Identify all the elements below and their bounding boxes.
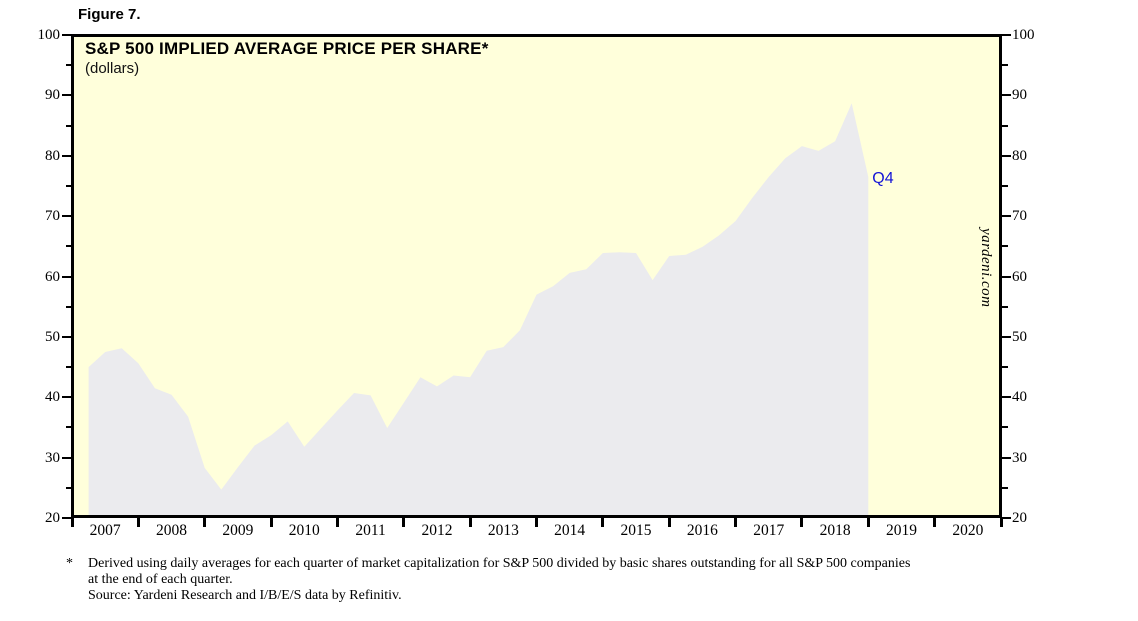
x-axis-tick [203, 518, 207, 527]
y-axis-major-tick [1002, 275, 1011, 278]
x-axis-tick [667, 518, 671, 527]
y-axis-label-right: 100 [1012, 27, 1035, 43]
y-axis-label-left: 40 [45, 389, 60, 406]
y-axis-minor-tick [66, 305, 72, 308]
x-axis-year-label: 2018 [819, 522, 851, 539]
y-axis-minor-tick [1002, 426, 1008, 429]
chart-title: S&P 500 IMPLIED AVERAGE PRICE PER SHARE* [85, 39, 489, 58]
y-axis-label-right: 50 [1012, 328, 1027, 345]
x-axis-year-label: 2013 [487, 522, 519, 539]
y-axis-major-tick [1002, 335, 1011, 338]
x-axis-year-label: 2016 [686, 522, 718, 539]
y-axis-major-tick [1002, 154, 1011, 157]
y-axis-major-tick [62, 275, 71, 278]
y-axis-major-tick [62, 456, 71, 459]
x-axis-year-label: 2014 [554, 522, 586, 539]
x-axis-year-label: 2012 [421, 522, 453, 539]
y-axis-minor-tick [1002, 64, 1008, 67]
x-axis-year-label: 2009 [222, 522, 254, 539]
y-axis-major-tick [1002, 215, 1011, 218]
x-axis-year-label: 2008 [156, 522, 188, 539]
y-axis-major-tick [1002, 517, 1011, 519]
y-axis-label-right: 90 [1012, 87, 1027, 104]
x-axis-tick [800, 518, 804, 527]
y-axis-label-left: 90 [45, 87, 60, 104]
y-axis-minor-tick [66, 486, 72, 489]
y-axis-minor-tick [1002, 124, 1008, 127]
x-axis-tick [866, 518, 870, 527]
figure-label: Figure 7. [78, 6, 141, 23]
y-axis-major-tick [62, 517, 71, 519]
y-axis-label-left: 100 [37, 27, 61, 43]
y-axis-label-left: 80 [45, 147, 60, 164]
y-axis-minor-tick [1002, 486, 1008, 489]
x-axis-tick [535, 518, 538, 527]
x-axis-tick [999, 518, 1003, 527]
plot-area-frame [71, 34, 1002, 518]
last-point-label: Q4 [872, 169, 894, 187]
y-axis-label-right: 70 [1012, 208, 1027, 225]
y-axis-minor-tick [1002, 366, 1008, 369]
y-axis-label-right: 30 [1012, 449, 1027, 466]
footnote-body: Derived using daily averages for each qu… [88, 556, 916, 604]
y-axis-label-left: 70 [45, 208, 60, 225]
y-axis-minor-tick [66, 64, 72, 67]
y-axis-minor-tick [66, 426, 72, 429]
x-axis-year-label: 2015 [620, 522, 652, 539]
x-axis-tick [402, 518, 406, 527]
y-axis-minor-tick [66, 184, 72, 187]
x-axis-tick [601, 518, 605, 527]
y-axis-label-right: 80 [1012, 147, 1027, 164]
y-axis-label-right: 40 [1012, 389, 1027, 406]
y-axis-minor-tick [1002, 245, 1008, 248]
y-axis-label-right: 20 [1012, 510, 1027, 526]
price-chart [88, 103, 869, 518]
y-axis-major-tick [1002, 94, 1011, 97]
shaded-area [88, 103, 869, 518]
y-axis-minor-tick [66, 366, 72, 369]
y-axis-minor-tick [66, 124, 72, 127]
x-axis-year-label: 2019 [885, 522, 917, 539]
y-axis-major-tick [62, 154, 71, 157]
x-axis-tick [734, 518, 738, 527]
y-axis-major-tick [62, 94, 71, 97]
y-axis-label-left: 50 [45, 328, 60, 345]
y-axis-label-right: 60 [1012, 268, 1027, 285]
x-axis-year-label: 2011 [355, 522, 386, 539]
x-axis-year-label: 2007 [89, 522, 121, 539]
footnote-text: Derived using daily averages for each qu… [88, 556, 911, 587]
y-axis-major-tick [1002, 456, 1011, 459]
y-axis-major-tick [62, 34, 71, 36]
y-axis-major-tick [62, 396, 71, 399]
y-axis-minor-tick [66, 245, 72, 248]
x-axis-year-label: 2017 [753, 522, 785, 539]
footnote: * Derived using daily averages for each … [66, 556, 926, 604]
x-axis-year-label: 2010 [288, 522, 320, 539]
footnote-marker: * [66, 556, 73, 571]
watermark-text: yardeni.com [978, 228, 994, 308]
y-axis-label-left: 20 [45, 510, 60, 526]
x-axis-tick [468, 518, 472, 527]
x-axis-tick [269, 518, 273, 527]
y-axis-major-tick [1002, 34, 1011, 36]
x-axis-tick [933, 518, 937, 527]
x-axis-tick [70, 518, 74, 527]
y-axis-major-tick [1002, 396, 1011, 399]
footnote-source: Source: Yardeni Research and I/B/E/S dat… [88, 588, 402, 603]
y-axis-major-tick [62, 215, 71, 218]
y-axis-label-left: 60 [45, 268, 60, 285]
x-axis-year-label: 2020 [952, 522, 984, 539]
y-axis-minor-tick [1002, 184, 1008, 187]
y-axis-label-left: 30 [45, 449, 60, 466]
y-axis-major-tick [62, 335, 71, 338]
chart-subtitle: (dollars) [85, 60, 140, 77]
y-axis-minor-tick [1002, 305, 1008, 308]
x-axis-tick [335, 518, 339, 527]
x-axis-tick [136, 518, 140, 527]
